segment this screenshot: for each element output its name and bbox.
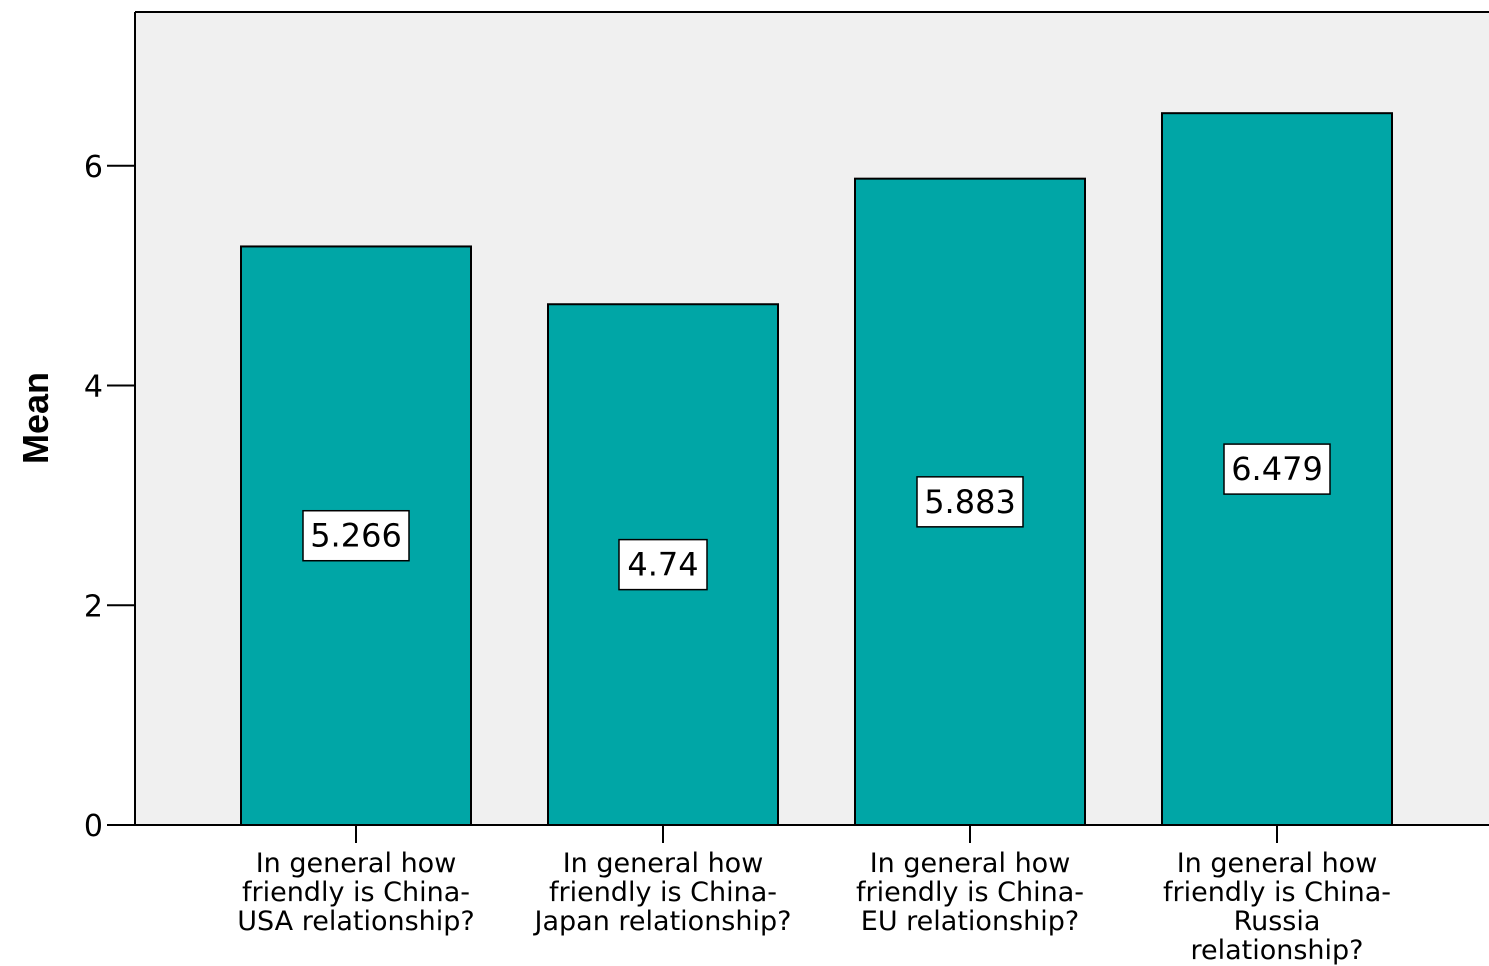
- y-ticks: 0 2 4 6: [84, 150, 135, 844]
- x-tick-label-line: In general how: [1177, 848, 1378, 879]
- x-tick-label-line: Japan relationship?: [533, 906, 792, 937]
- y-tick-label: 2: [84, 589, 103, 624]
- x-tick-label-line: friendly is China-: [1163, 877, 1391, 908]
- data-label: 5.266: [310, 517, 402, 555]
- y-tick-label: 0: [84, 809, 103, 844]
- x-tick-label: In general how friendly is China-USA rela…: [237, 848, 475, 937]
- y-tick-label: 6: [84, 150, 103, 185]
- x-tick-label-line: In general how: [563, 848, 764, 879]
- x-tick-label: In general how friendly is China-EU relat…: [856, 848, 1084, 937]
- y-tick-label: 4: [84, 370, 103, 405]
- x-tick-label-line: Russia: [1234, 906, 1321, 937]
- x-tick-label-line: friendly is China-: [242, 877, 470, 908]
- x-ticks: In general how friendly is China-USA rela…: [237, 825, 1391, 966]
- x-tick-label-line: In general how: [870, 848, 1071, 879]
- data-label: 4.74: [627, 546, 698, 584]
- x-tick-label-line: In general how: [256, 848, 457, 879]
- x-tick-label-line: friendly is China-: [549, 877, 777, 908]
- x-tick-label-line: USA relationship?: [237, 906, 475, 937]
- x-tick-label-line: relationship?: [1190, 935, 1363, 966]
- data-label: 5.883: [924, 483, 1016, 521]
- x-tick-label: In general how friendly is China-Japan re…: [533, 848, 792, 937]
- x-tick-label-line: EU relationship?: [861, 906, 1079, 937]
- data-label: 6.479: [1231, 450, 1323, 488]
- x-tick-label-line: friendly is China-: [856, 877, 1084, 908]
- x-tick-label: In general how friendly is China-Russia re…: [1163, 848, 1391, 966]
- y-axis-label: Mean: [15, 372, 56, 464]
